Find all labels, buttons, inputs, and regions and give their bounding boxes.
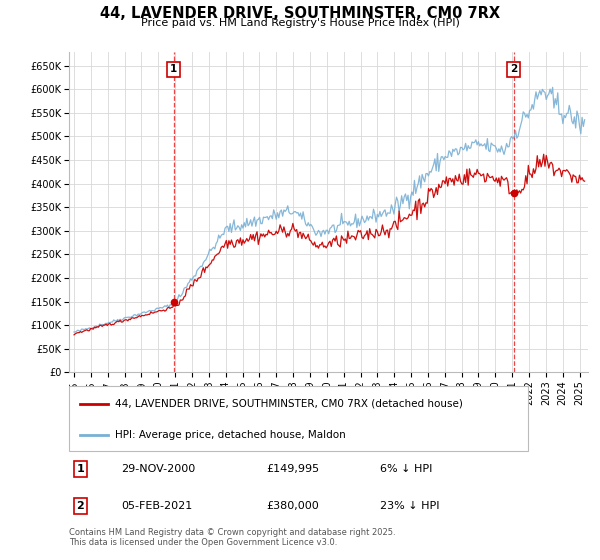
Text: 2: 2 [510, 64, 517, 74]
Text: 23% ↓ HPI: 23% ↓ HPI [380, 501, 440, 511]
Text: 44, LAVENDER DRIVE, SOUTHMINSTER, CM0 7RX (detached house): 44, LAVENDER DRIVE, SOUTHMINSTER, CM0 7R… [115, 399, 463, 409]
Text: 05-FEB-2021: 05-FEB-2021 [121, 501, 192, 511]
Text: 1: 1 [170, 64, 177, 74]
Text: 6% ↓ HPI: 6% ↓ HPI [380, 464, 433, 474]
Text: 2: 2 [77, 501, 84, 511]
Text: 1: 1 [77, 464, 84, 474]
Text: 29-NOV-2000: 29-NOV-2000 [121, 464, 195, 474]
Text: Contains HM Land Registry data © Crown copyright and database right 2025.
This d: Contains HM Land Registry data © Crown c… [69, 528, 395, 547]
Text: £149,995: £149,995 [266, 464, 319, 474]
FancyBboxPatch shape [69, 386, 528, 451]
Text: 44, LAVENDER DRIVE, SOUTHMINSTER, CM0 7RX: 44, LAVENDER DRIVE, SOUTHMINSTER, CM0 7R… [100, 6, 500, 21]
Text: Price paid vs. HM Land Registry's House Price Index (HPI): Price paid vs. HM Land Registry's House … [140, 18, 460, 28]
Text: HPI: Average price, detached house, Maldon: HPI: Average price, detached house, Mald… [115, 430, 346, 440]
Text: £380,000: £380,000 [266, 501, 319, 511]
